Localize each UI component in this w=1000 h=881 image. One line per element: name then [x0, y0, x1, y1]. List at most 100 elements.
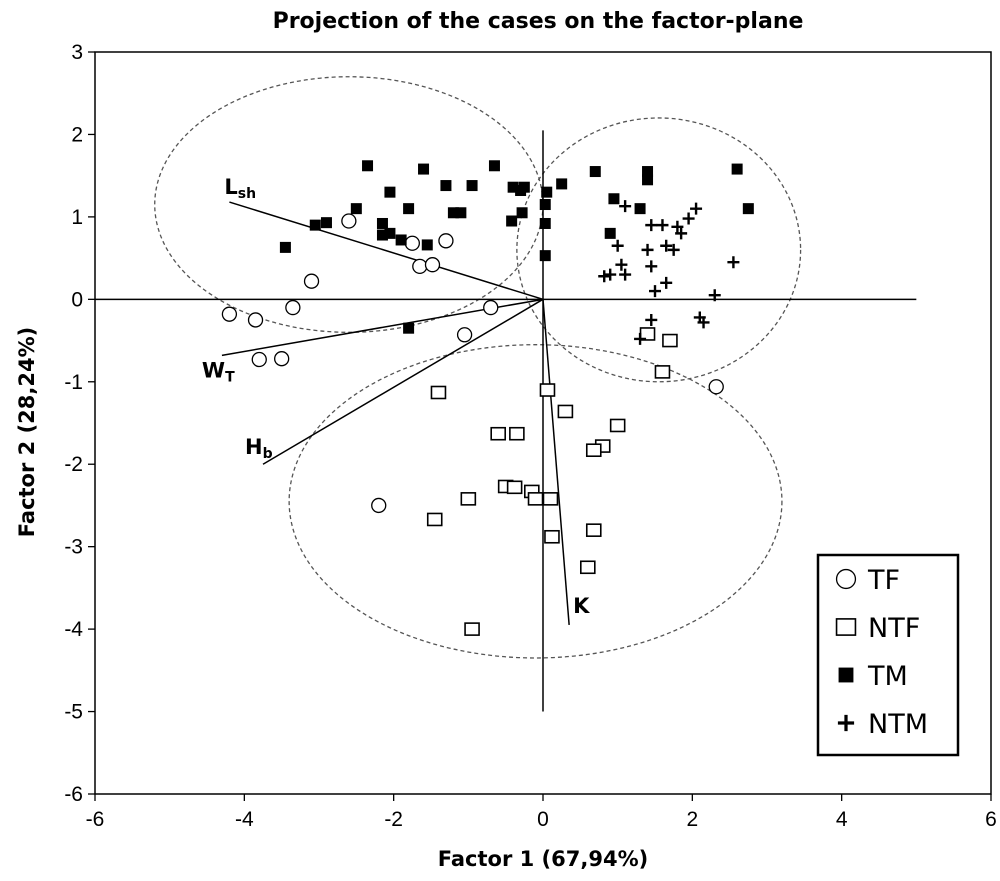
point-tm-19 — [507, 181, 519, 193]
point-ntm-19 — [727, 256, 740, 269]
point-tf-6 — [303, 273, 320, 289]
vector-label-H: Hb — [245, 435, 273, 462]
point-tm-6 — [384, 186, 396, 198]
point-ntf-15 — [460, 492, 477, 506]
point-tm-13 — [376, 217, 388, 229]
point-tf-11 — [274, 351, 290, 367]
point-tm-27 — [731, 163, 743, 175]
legend-marker-tf — [835, 568, 857, 590]
point-ntm-23 — [645, 313, 658, 326]
point-tm-23 — [541, 186, 553, 198]
point-tm-31 — [539, 217, 551, 229]
x-tick-label: 2 — [686, 808, 698, 831]
point-tm-4 — [440, 180, 452, 192]
point-tm-7 — [350, 203, 362, 215]
y-tick-label: -4 — [64, 618, 83, 641]
point-ntm-11 — [667, 243, 680, 256]
point-ntm-16 — [619, 268, 632, 281]
y-tick-label: 0 — [71, 288, 83, 311]
zero-axes-layer — [95, 130, 917, 712]
point-tm-25 — [642, 166, 654, 178]
point-tf-14 — [371, 497, 387, 514]
point-tm-21 — [515, 185, 527, 197]
point-ntm-22 — [697, 316, 710, 329]
x-tick-label: 0 — [537, 808, 549, 831]
point-tm-9 — [447, 207, 459, 219]
point-ntm-15 — [604, 268, 617, 281]
cluster-ellipse-3 — [288, 344, 783, 659]
points-layer — [221, 160, 754, 636]
point-tm-36 — [604, 227, 616, 239]
point-tm-29 — [539, 199, 551, 211]
vector-label-L: Lsh — [224, 175, 256, 202]
point-tm-28 — [608, 193, 620, 205]
point-ntm-10 — [660, 239, 673, 252]
point-ntf-13 — [506, 480, 523, 495]
point-ntm-5 — [690, 202, 703, 215]
point-tm-8 — [403, 203, 415, 215]
x-tick-label: -6 — [86, 808, 105, 831]
point-tm-33 — [742, 203, 754, 215]
x-tick-label: -2 — [384, 808, 403, 831]
point-ntf-11 — [585, 443, 602, 458]
point-ntf-8 — [490, 426, 507, 441]
vector-H — [262, 298, 544, 465]
point-tf-7 — [221, 306, 238, 322]
point-ntm-20 — [708, 289, 721, 302]
cluster-ellipse-2 — [516, 117, 802, 383]
point-tm-2 — [418, 163, 430, 175]
point-tm-26 — [642, 174, 654, 186]
vector-label-K: K — [573, 594, 590, 618]
point-ntm-9 — [641, 243, 654, 256]
point-tf-12 — [456, 327, 473, 343]
point-tm-35 — [539, 250, 551, 262]
point-tm-15 — [376, 229, 388, 241]
point-tm-10 — [455, 207, 467, 219]
cluster-ellipse-1 — [154, 76, 544, 333]
y-tick-label: -6 — [64, 783, 83, 806]
point-tm-37 — [403, 322, 415, 334]
ellipses-layer — [154, 76, 802, 659]
point-ntm-17 — [660, 276, 673, 289]
point-ntf-17 — [527, 492, 544, 506]
point-ntm-4 — [671, 220, 684, 233]
y-tick-label: 1 — [71, 206, 83, 229]
point-tm-1 — [362, 160, 374, 172]
point-tf-5 — [424, 257, 441, 273]
point-ntf-9 — [509, 426, 525, 441]
chart-title: Projection of the cases on the factor-pl… — [273, 9, 804, 34]
y-tick-label: 2 — [71, 123, 83, 146]
point-ntm-1 — [619, 200, 632, 213]
x-axis-label: Factor 1 (67,94%) — [438, 847, 648, 871]
point-ntm-24 — [634, 332, 647, 345]
point-tm-24 — [589, 166, 601, 178]
point-ntm-7 — [675, 227, 688, 240]
vector-L — [229, 201, 544, 301]
point-tm-14 — [384, 227, 396, 239]
point-tm-34 — [506, 215, 518, 227]
y-tick-label: -2 — [64, 453, 83, 476]
point-ntm-2 — [645, 219, 658, 232]
point-ntf-2 — [662, 333, 678, 348]
vector-label-W: WT — [202, 358, 235, 385]
point-ntm-6 — [682, 212, 695, 225]
y-tick-label: -1 — [64, 371, 83, 394]
point-ntm-13 — [615, 258, 628, 271]
point-tf-8 — [247, 312, 264, 328]
point-tm-12 — [320, 217, 332, 229]
x-tick-label: 6 — [985, 808, 997, 831]
legend-marker-ntm — [837, 714, 855, 732]
point-tf-13 — [483, 299, 499, 316]
point-tm-17 — [421, 239, 433, 251]
point-tf-10 — [251, 351, 267, 368]
point-ntf-18 — [426, 512, 443, 527]
point-tm-3 — [488, 160, 500, 172]
point-ntm-8 — [611, 239, 624, 252]
legend-label-ntm: NTM — [868, 709, 928, 740]
point-tm-11 — [309, 219, 321, 231]
point-tf-9 — [285, 299, 301, 316]
y-tick-label: 3 — [71, 41, 83, 64]
point-ntm-18 — [649, 285, 661, 298]
point-tf-15 — [708, 379, 724, 395]
